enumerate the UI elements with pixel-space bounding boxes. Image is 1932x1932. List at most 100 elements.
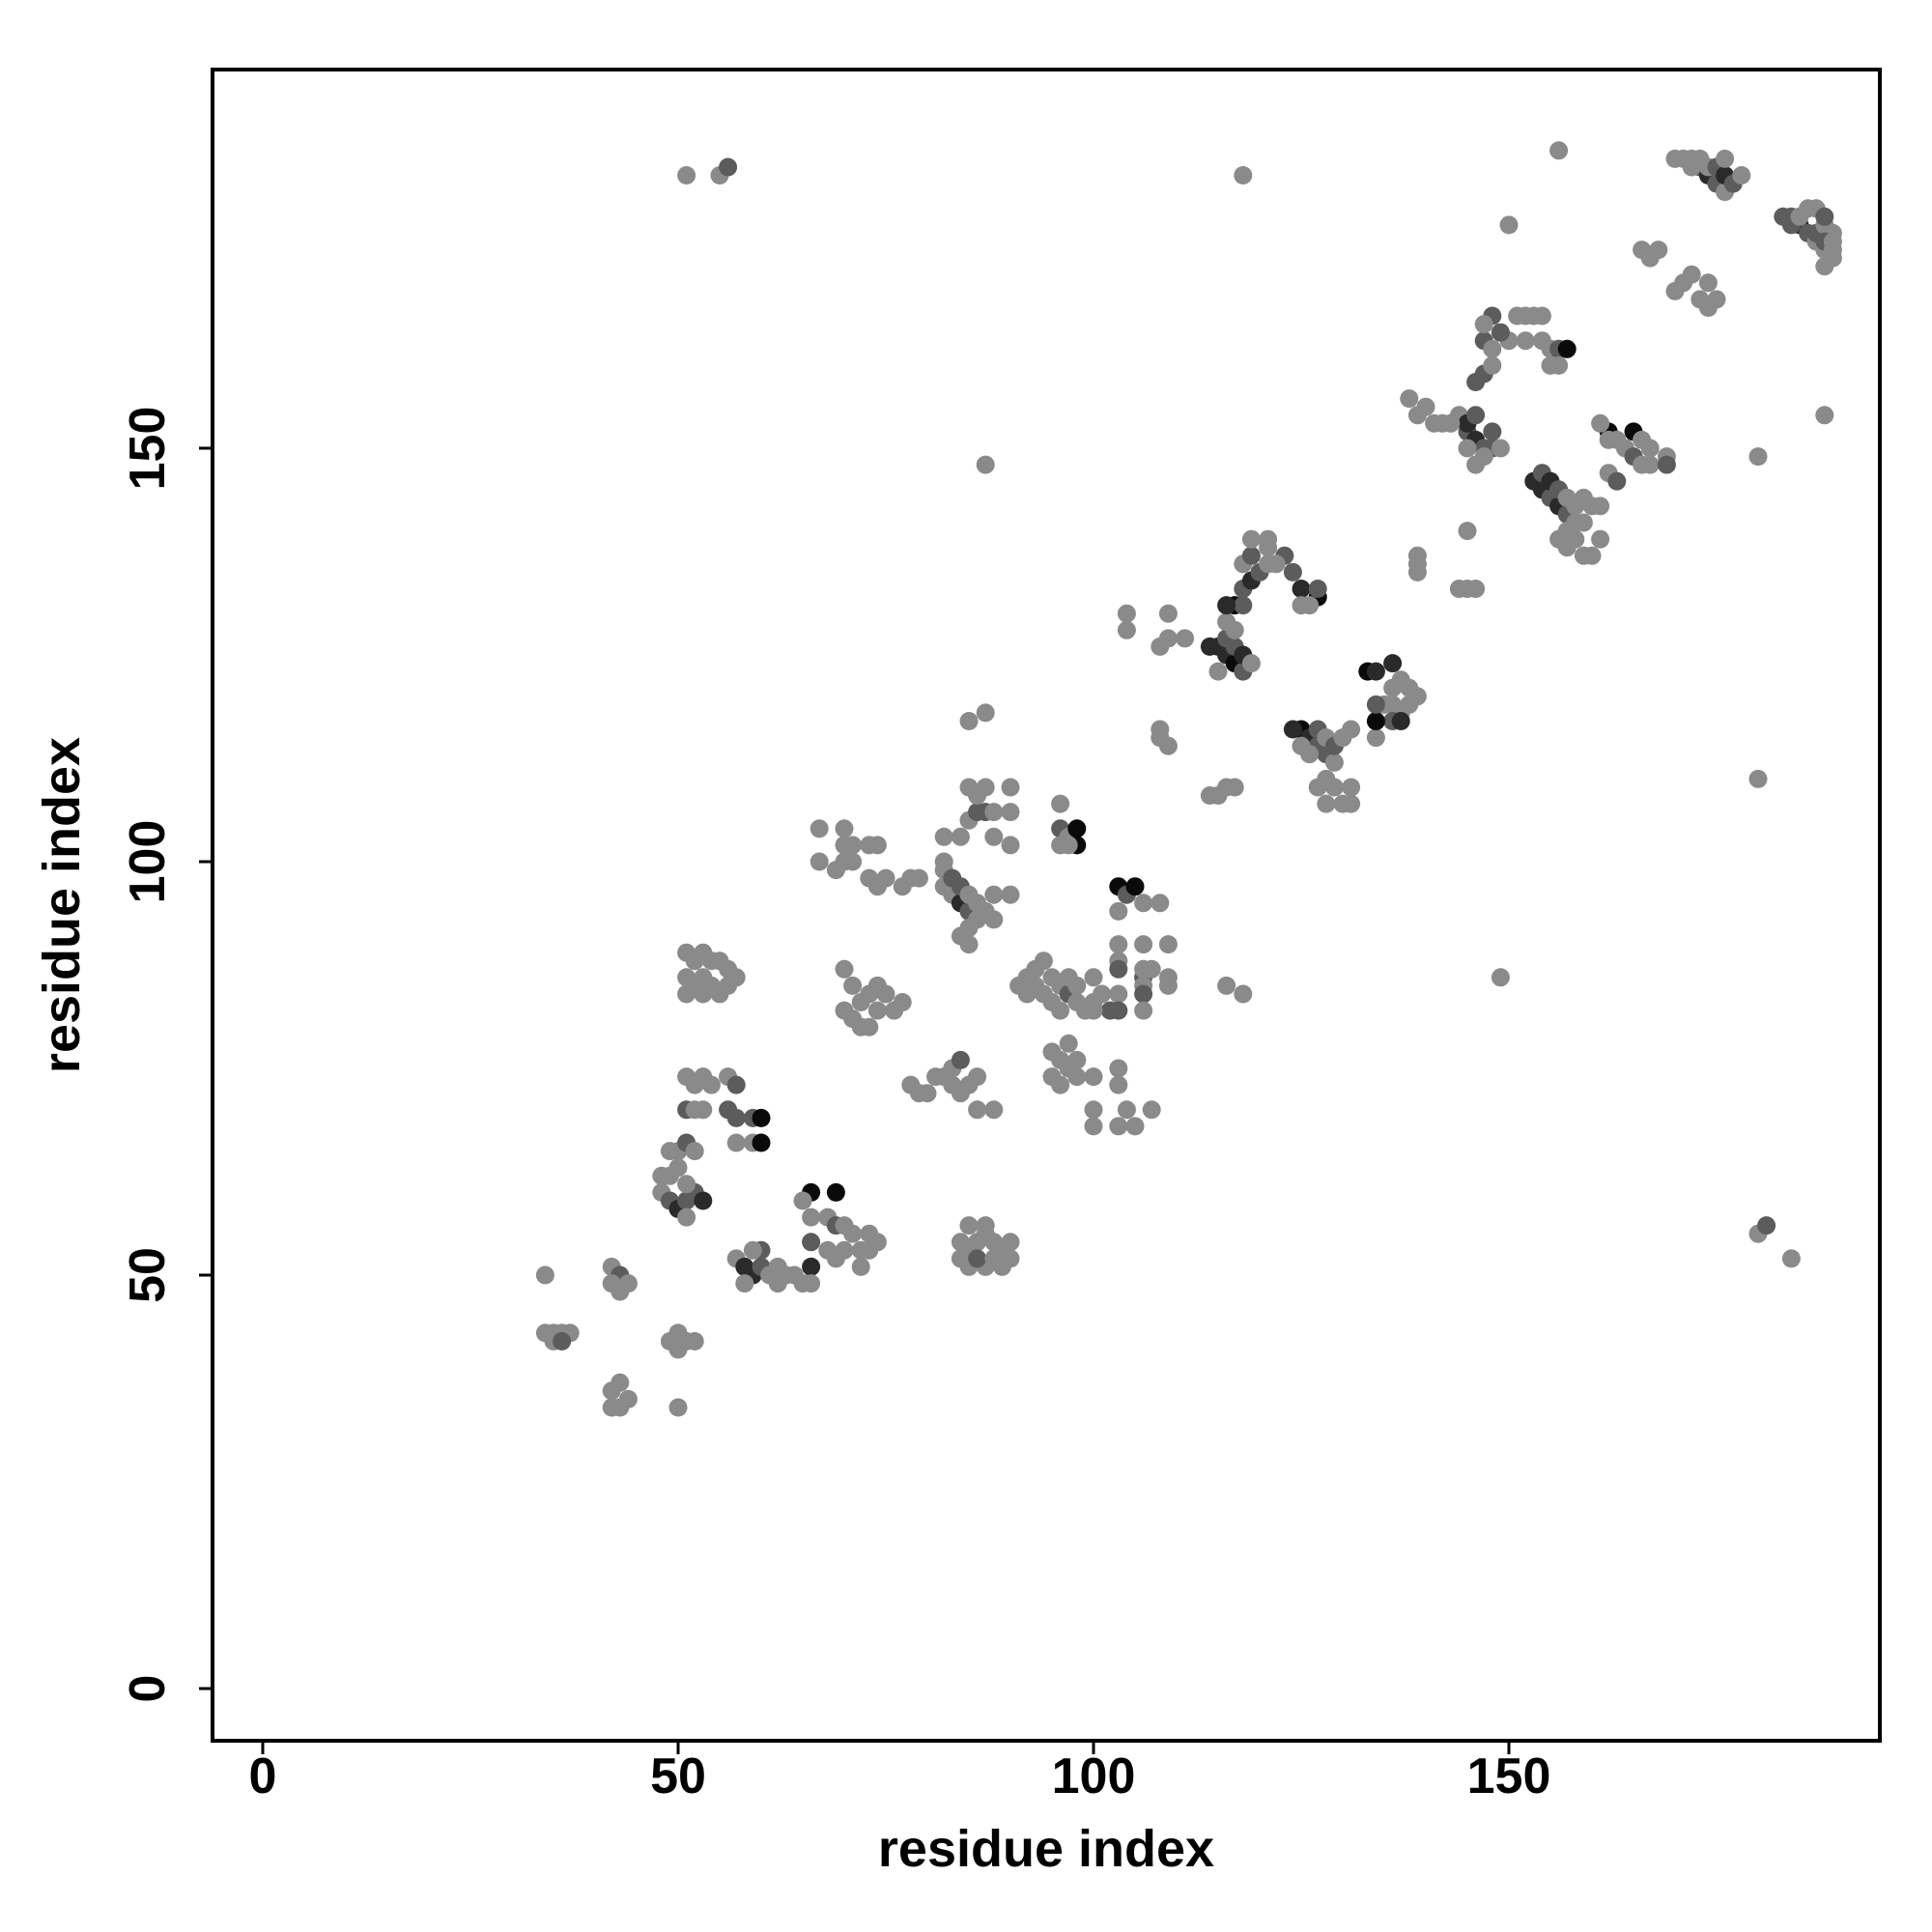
data-point xyxy=(793,1191,812,1210)
data-point xyxy=(835,1001,854,1020)
data-point xyxy=(867,836,887,855)
data-point xyxy=(1483,339,1502,358)
data-point xyxy=(1125,1117,1145,1136)
data-point xyxy=(1067,819,1087,838)
data-point xyxy=(1001,803,1020,822)
data-point xyxy=(1474,315,1493,334)
data-point xyxy=(1781,1249,1801,1268)
x-axis-label: residue index xyxy=(878,1820,1214,1878)
data-point xyxy=(768,1257,787,1276)
data-point xyxy=(1416,397,1435,416)
data-point xyxy=(1640,455,1660,474)
data-point xyxy=(1474,447,1493,467)
data-point xyxy=(959,1216,979,1236)
data-point xyxy=(1134,935,1153,954)
data-point xyxy=(943,1075,962,1094)
data-point xyxy=(793,1274,812,1293)
data-point xyxy=(752,1133,771,1152)
data-point xyxy=(1300,745,1320,764)
data-point xyxy=(1234,984,1253,1004)
data-point xyxy=(843,836,863,855)
data-point xyxy=(959,712,979,730)
data-point xyxy=(1283,562,1302,582)
data-point xyxy=(835,959,854,979)
data-point xyxy=(1158,976,1178,995)
y-axis: 0 50 100 150 xyxy=(120,407,213,1703)
data-point xyxy=(1657,455,1676,474)
data-point xyxy=(1234,596,1253,615)
data-point xyxy=(726,1133,746,1152)
data-point xyxy=(1366,662,1385,681)
y-axis-label: residue index xyxy=(33,737,91,1073)
data-point xyxy=(843,852,863,871)
data-point xyxy=(685,1332,704,1350)
data-point xyxy=(1815,207,1834,226)
data-point xyxy=(1633,241,1652,260)
data-point xyxy=(876,868,895,888)
data-point xyxy=(1407,546,1427,565)
data-point xyxy=(1176,629,1195,648)
data-point xyxy=(1158,629,1178,648)
data-point xyxy=(1342,720,1361,739)
y-tick-label: 0 xyxy=(120,1675,176,1703)
data-point xyxy=(1466,580,1486,598)
data-point xyxy=(1208,786,1228,805)
data-point xyxy=(618,1389,638,1408)
data-point xyxy=(652,1166,671,1185)
data-point xyxy=(1259,529,1278,549)
data-point xyxy=(1292,580,1311,598)
data-point xyxy=(843,976,863,995)
data-point xyxy=(1241,529,1261,549)
data-point xyxy=(1134,894,1153,913)
y-tick-label: 50 xyxy=(120,1247,176,1303)
data-point xyxy=(1633,430,1652,449)
x-tick-label: 50 xyxy=(650,1748,706,1804)
data-point xyxy=(1582,546,1602,565)
data-point xyxy=(752,1108,771,1127)
data-point xyxy=(1158,935,1178,954)
data-point xyxy=(677,1175,696,1194)
data-point xyxy=(1084,1100,1103,1120)
data-point xyxy=(1117,1100,1136,1120)
data-point xyxy=(1308,580,1327,598)
data-point xyxy=(1142,1100,1161,1120)
data-points xyxy=(535,141,1842,1417)
data-point xyxy=(1366,712,1385,730)
data-point xyxy=(976,778,995,797)
data-point xyxy=(893,993,912,1011)
data-point xyxy=(1001,836,1020,855)
data-point xyxy=(1001,885,1020,904)
data-point xyxy=(984,885,1004,904)
data-point xyxy=(1225,620,1244,639)
data-point xyxy=(1084,1067,1103,1087)
data-point xyxy=(1491,968,1510,987)
data-point xyxy=(1324,778,1344,797)
data-point xyxy=(1067,1067,1087,1087)
data-point xyxy=(1109,984,1128,1004)
data-point xyxy=(1283,720,1302,739)
data-point xyxy=(1532,306,1551,326)
data-point xyxy=(1225,778,1244,797)
data-point xyxy=(984,827,1004,846)
data-point xyxy=(984,1100,1004,1120)
data-point xyxy=(1317,794,1336,813)
data-point xyxy=(1574,513,1593,532)
data-point xyxy=(726,968,746,987)
data-point xyxy=(1084,1001,1103,1020)
data-point xyxy=(1158,604,1178,623)
data-point xyxy=(1051,794,1070,813)
data-point xyxy=(802,1208,821,1227)
data-point xyxy=(951,827,970,846)
data-point xyxy=(1051,1001,1070,1020)
y-tick-label: 150 xyxy=(120,407,176,491)
data-point xyxy=(835,1240,854,1260)
data-point xyxy=(1391,712,1410,730)
data-point xyxy=(694,1191,713,1210)
data-point xyxy=(934,852,953,871)
data-point xyxy=(1084,968,1103,987)
data-point xyxy=(1466,406,1486,425)
data-point xyxy=(1084,1117,1103,1136)
data-point xyxy=(1366,728,1385,748)
